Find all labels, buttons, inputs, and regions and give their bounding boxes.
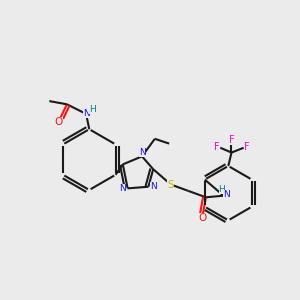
Text: F: F [229,135,234,146]
Text: H: H [89,105,96,114]
Text: O: O [199,213,207,223]
Text: O: O [55,117,63,127]
Text: N: N [139,148,145,157]
Text: N: N [119,184,126,193]
Text: H: H [218,185,225,194]
Text: N: N [83,110,89,118]
Text: N: N [151,182,157,191]
Text: F: F [214,142,220,152]
Text: S: S [167,179,174,190]
Text: N: N [223,190,230,199]
Text: F: F [244,142,250,152]
